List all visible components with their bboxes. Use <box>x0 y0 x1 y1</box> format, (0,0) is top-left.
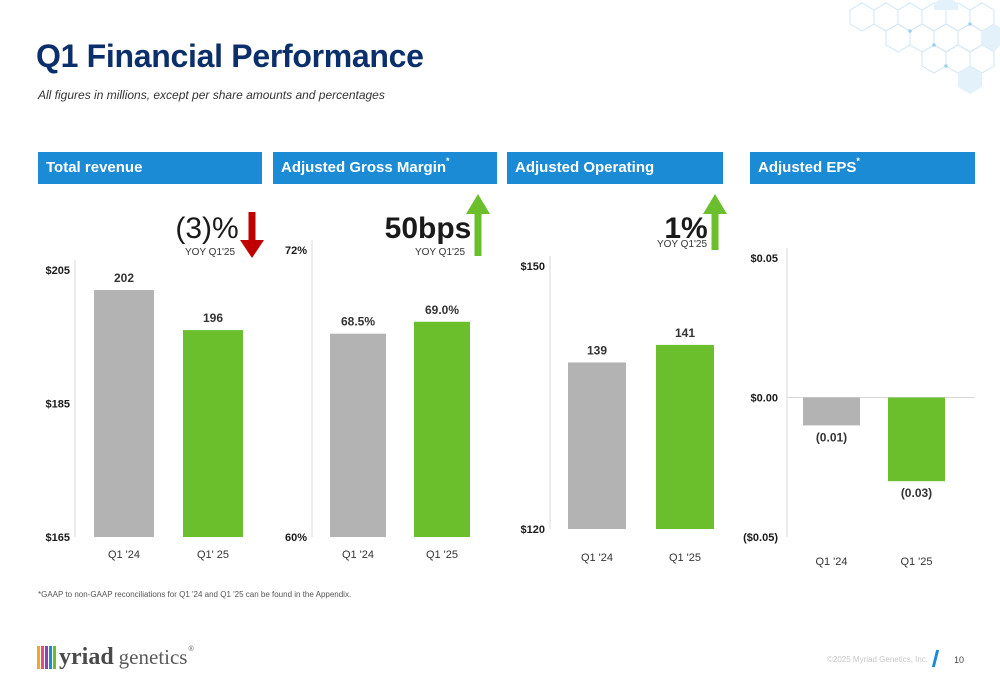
logo-word-myriad: yriad <box>59 644 114 670</box>
bar-data-label: 196 <box>203 311 223 325</box>
y-tick-label: $0.00 <box>750 393 778 405</box>
bar-current-year <box>888 397 945 482</box>
arrow-down-icon <box>240 212 264 258</box>
myriad-m-logo-icon <box>37 646 56 669</box>
chart-0: $205 $185 $165 202 Q1 '24 196 Q1' 25 (3)% YOY Q1… <box>46 212 264 561</box>
chart-1: 72% 60% 68.5% Q1 '24 69.0% Q1 '25 50bps YOY Q1'… <box>285 194 490 561</box>
panel-header-total-revenue: Total revenue <box>38 152 262 184</box>
y-tick-label: $205 <box>46 265 70 277</box>
y-tick-label: $0.05 <box>750 253 778 265</box>
bar-data-label: 202 <box>114 271 134 285</box>
yoy-callout-value: 50bps <box>385 212 472 245</box>
bar-data-label: 141 <box>675 326 695 340</box>
category-label: Q1 '25 <box>426 549 458 561</box>
logo-registered-mark: ® <box>188 646 194 653</box>
panel-title: Total revenue <box>46 159 143 176</box>
arrow-up-icon <box>466 194 490 256</box>
bar-current-year <box>656 344 714 529</box>
yoy-callout-label: YOY Q1'25 <box>415 247 466 258</box>
panel-title: Adjusted EPS <box>758 159 857 176</box>
page-subtitle: All figures in millions, except per shar… <box>38 88 385 102</box>
category-label: Q1' 25 <box>197 549 229 561</box>
category-label: Q1 '24 <box>815 556 847 568</box>
panel-title-marker: * <box>576 188 581 198</box>
panel-title: Adjusted Gross Margin <box>281 159 447 176</box>
copyright: ©2025 Myriad Genetics, Inc. <box>827 655 929 664</box>
category-label: Q1 '25 <box>900 556 932 568</box>
panel-header-adjusted-operating-expense: Adjusted Operating Expense* <box>507 152 723 208</box>
bar-data-label: (0.01) <box>816 430 847 444</box>
bar-current-year <box>414 321 470 537</box>
bar-prior-year <box>94 290 154 537</box>
chart-2: $150 $120 139 Q1 '24 141 Q1 '25 1%YOY Q1'25 <box>521 194 727 564</box>
bar-prior-year <box>330 333 386 537</box>
y-tick-label: $120 <box>521 524 545 536</box>
footnote: *GAAP to non-GAAP reconciliations for Q1… <box>38 590 352 599</box>
yoy-callout-value: (3)% <box>175 212 238 245</box>
y-tick-label: $150 <box>521 261 545 273</box>
y-tick-label: 72% <box>285 245 307 257</box>
yoy-callout-value: 1% <box>664 212 707 245</box>
bar-data-label: (0.03) <box>901 486 932 500</box>
panel-header-adjusted-gross-margin: Adjusted Gross Margin* <box>273 152 497 184</box>
panel-title: Adjusted Operating Expense <box>515 159 655 208</box>
category-label: Q1 '25 <box>669 552 701 564</box>
chart-3: $0.05 $0.00 ($0.05) (0.01) Q1 '24 (0.03) Q1 '2… <box>743 248 975 568</box>
category-label: Q1 '24 <box>581 552 613 564</box>
bar-data-label: 69.0% <box>425 303 459 317</box>
bar-data-label: 139 <box>587 343 607 357</box>
y-tick-label: $185 <box>46 399 70 411</box>
panel-header-adjusted-eps: Adjusted EPS* <box>750 152 975 184</box>
bar-current-year <box>183 330 243 537</box>
bar-prior-year <box>568 362 626 529</box>
y-tick-label: 60% <box>285 532 307 544</box>
bar-prior-year <box>803 397 860 426</box>
panel-title-marker: * <box>856 156 860 166</box>
arrow-up-icon <box>703 194 727 250</box>
bar-data-label: 68.5% <box>341 315 375 329</box>
y-tick-label: $165 <box>46 532 70 544</box>
page-title: Q1 Financial Performance <box>36 38 424 74</box>
yoy-callout-label: YOY Q1'25 <box>657 239 708 250</box>
page-number: 10 <box>954 655 965 665</box>
panel-title-marker: * <box>446 156 450 166</box>
y-tick-label: ($0.05) <box>743 532 778 544</box>
category-label: Q1 '24 <box>108 549 140 561</box>
logo-word-genetics: genetics <box>118 645 188 669</box>
category-label: Q1 '24 <box>342 549 374 561</box>
myriad-genetics-logo: yriad genetics ® <box>36 638 194 670</box>
hexagon-pattern-decoration <box>849 0 1000 94</box>
yoy-callout-label: YOY Q1'25 <box>185 247 236 258</box>
